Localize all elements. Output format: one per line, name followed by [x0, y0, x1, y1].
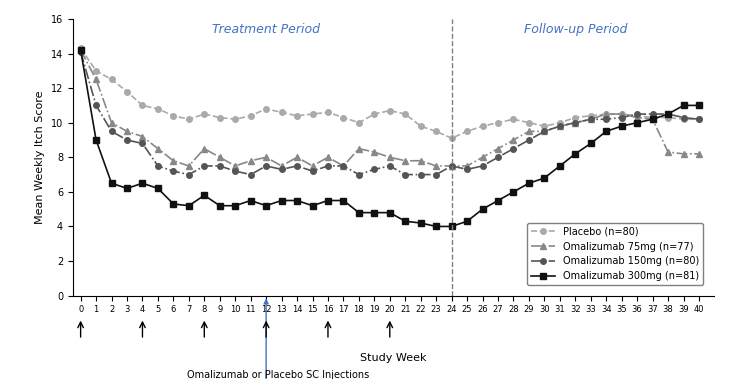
X-axis label: Study Week: Study Week	[360, 353, 427, 363]
Text: Follow-up Period: Follow-up Period	[523, 23, 627, 36]
Text: Primary Efficacy
Analysis: Primary Efficacy Analysis	[227, 300, 305, 379]
Y-axis label: Mean Weekly Itch Score: Mean Weekly Itch Score	[35, 91, 45, 224]
Legend: Placebo (n=80), Omalizumab 75mg (n=77), Omalizumab 150mg (n=80), Omalizumab 300m: Placebo (n=80), Omalizumab 75mg (n=77), …	[527, 223, 703, 285]
Text: Treatment Period: Treatment Period	[212, 23, 320, 36]
Text: Omalizumab or Placebo SC Injections: Omalizumab or Placebo SC Injections	[187, 370, 370, 379]
